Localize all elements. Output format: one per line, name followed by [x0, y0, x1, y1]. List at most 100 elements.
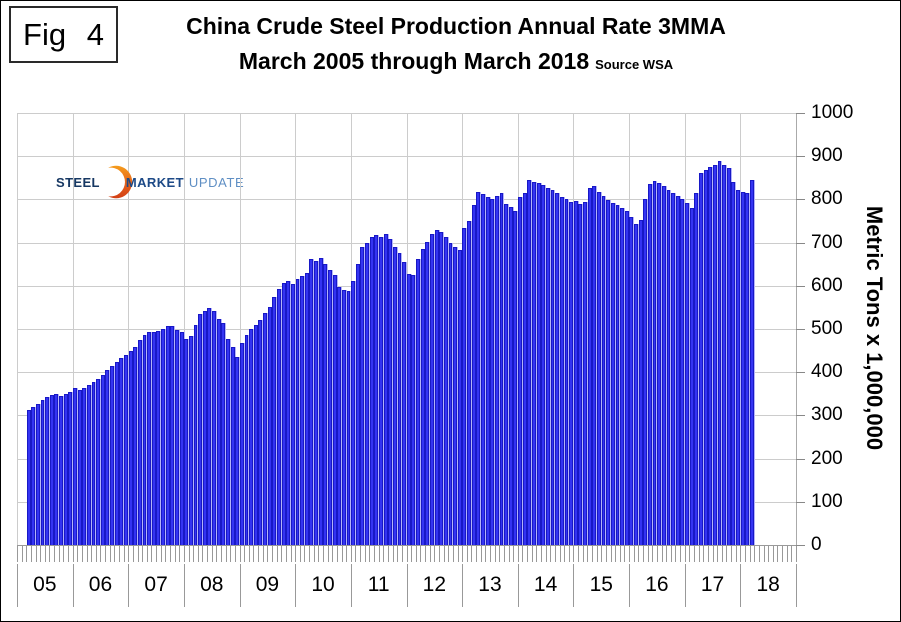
x-axis-minor-tick	[323, 546, 325, 562]
bar-2012-09	[443, 237, 448, 545]
plot-left-border	[17, 113, 18, 545]
x-axis-year-separator	[684, 564, 686, 607]
x-axis-minor-tick	[193, 546, 195, 562]
bar-2005-10	[59, 395, 63, 545]
x-axis-minor-tick	[383, 546, 385, 562]
x-axis-minor-tick	[327, 546, 329, 562]
y-axis-tick-label: 800	[811, 188, 843, 210]
x-axis-minor-tick	[392, 546, 394, 562]
x-axis-minor-tick	[661, 546, 663, 562]
bar-2008-09	[221, 323, 226, 545]
bar-2015-12	[624, 211, 629, 545]
x-axis-minor-tick	[244, 546, 246, 562]
bar-2014-01	[518, 196, 523, 545]
x-axis-minor-tick	[350, 546, 352, 562]
bar-2007-10	[170, 326, 175, 545]
gridline-vertical	[183, 113, 185, 545]
bar-2016-03	[638, 220, 643, 545]
y-axis-tick	[796, 501, 805, 503]
x-axis-minor-tick	[364, 546, 366, 562]
x-axis-minor-tick	[35, 546, 37, 562]
x-axis-year-label: 11	[367, 573, 390, 596]
bar-2011-02	[355, 264, 360, 545]
gridline-vertical	[239, 113, 241, 545]
bar-2009-09	[277, 288, 281, 545]
x-axis-minor-tick	[489, 546, 491, 562]
x-axis-minor-tick	[100, 546, 102, 562]
bar-2013-11	[508, 207, 513, 545]
x-axis-year-separator	[573, 564, 575, 607]
bar-2011-05	[369, 237, 374, 545]
x-axis-minor-tick	[128, 546, 130, 562]
bar-2008-04	[198, 313, 203, 545]
x-axis-minor-tick	[782, 546, 784, 562]
x-axis-minor-tick	[346, 546, 348, 562]
x-axis-year-label: 05	[33, 573, 57, 596]
bar-2013-01	[462, 228, 467, 545]
x-axis-minor-tick	[285, 546, 287, 562]
x-axis-minor-tick	[554, 546, 556, 562]
x-axis-minor-tick	[211, 546, 213, 562]
x-axis-minor-tick	[656, 546, 658, 562]
y-axis-tick-label: 200	[811, 447, 843, 469]
bar-2015-07	[601, 196, 606, 545]
bar-2008-02	[188, 335, 193, 545]
x-axis-minor-tick	[183, 546, 185, 562]
bar-2012-12	[457, 249, 462, 545]
x-axis-minor-tick	[336, 546, 338, 562]
bar-2006-05	[91, 382, 96, 545]
x-axis-minor-tick	[443, 546, 445, 562]
bar-2009-11	[286, 281, 291, 545]
bar-2013-10	[504, 203, 509, 545]
x-axis-minor-tick	[281, 546, 283, 562]
bar-2014-12	[569, 201, 574, 545]
bar-2017-10	[726, 168, 731, 545]
bar-2013-04	[476, 191, 481, 545]
bar-2010-12	[346, 291, 351, 545]
bar-2013-08	[494, 195, 499, 545]
x-axis-minor-tick	[170, 546, 172, 562]
x-axis-minor-tick	[267, 546, 269, 562]
bar-2007-09	[165, 325, 170, 545]
bar-2013-09	[499, 193, 504, 545]
x-axis-year-separator	[295, 564, 297, 607]
x-axis-minor-tick	[304, 546, 306, 562]
bar-2015-04	[587, 188, 592, 545]
x-axis-minor-tick	[156, 546, 158, 562]
x-axis-minor-tick	[735, 546, 737, 562]
x-axis-year-separator	[72, 564, 74, 607]
bar-2010-01	[295, 278, 300, 545]
x-axis-minor-tick	[258, 546, 260, 562]
bar-2014-09	[555, 193, 560, 545]
bar-2017-09	[722, 164, 727, 545]
x-axis-minor-tick	[633, 546, 635, 562]
x-axis-minor-tick	[174, 546, 176, 562]
x-axis-minor-tick	[624, 546, 626, 562]
x-axis-minor-tick	[564, 546, 566, 562]
y-axis-tick-label: 400	[811, 361, 843, 383]
x-axis-year-label: 07	[144, 573, 168, 596]
x-axis-year-separator	[740, 564, 742, 607]
x-axis-minor-tick	[369, 546, 371, 562]
y-axis-tick	[796, 113, 805, 114]
y-axis-tick	[796, 415, 805, 417]
x-axis-year-separator	[629, 564, 631, 607]
x-axis-minor-tick	[698, 546, 700, 562]
bar-2011-11	[397, 253, 402, 545]
x-axis-year-label: 06	[88, 573, 113, 596]
bar-2015-02	[578, 204, 583, 545]
x-axis-minor-tick	[647, 546, 649, 562]
bar-2009-07	[267, 306, 272, 545]
bar-2006-02	[77, 390, 82, 545]
x-axis-minor-tick	[49, 546, 51, 562]
x-axis-minor-tick	[248, 546, 250, 562]
x-axis-minor-tick	[744, 546, 746, 562]
x-axis-minor-tick	[517, 546, 519, 562]
x-axis-minor-tick	[434, 546, 436, 562]
x-axis-minor-tick	[536, 546, 538, 562]
figure-number-box: Fig 4	[9, 6, 118, 63]
bar-2006-04	[86, 385, 91, 545]
bar-2016-07	[657, 182, 662, 545]
bar-2006-11	[119, 358, 124, 545]
